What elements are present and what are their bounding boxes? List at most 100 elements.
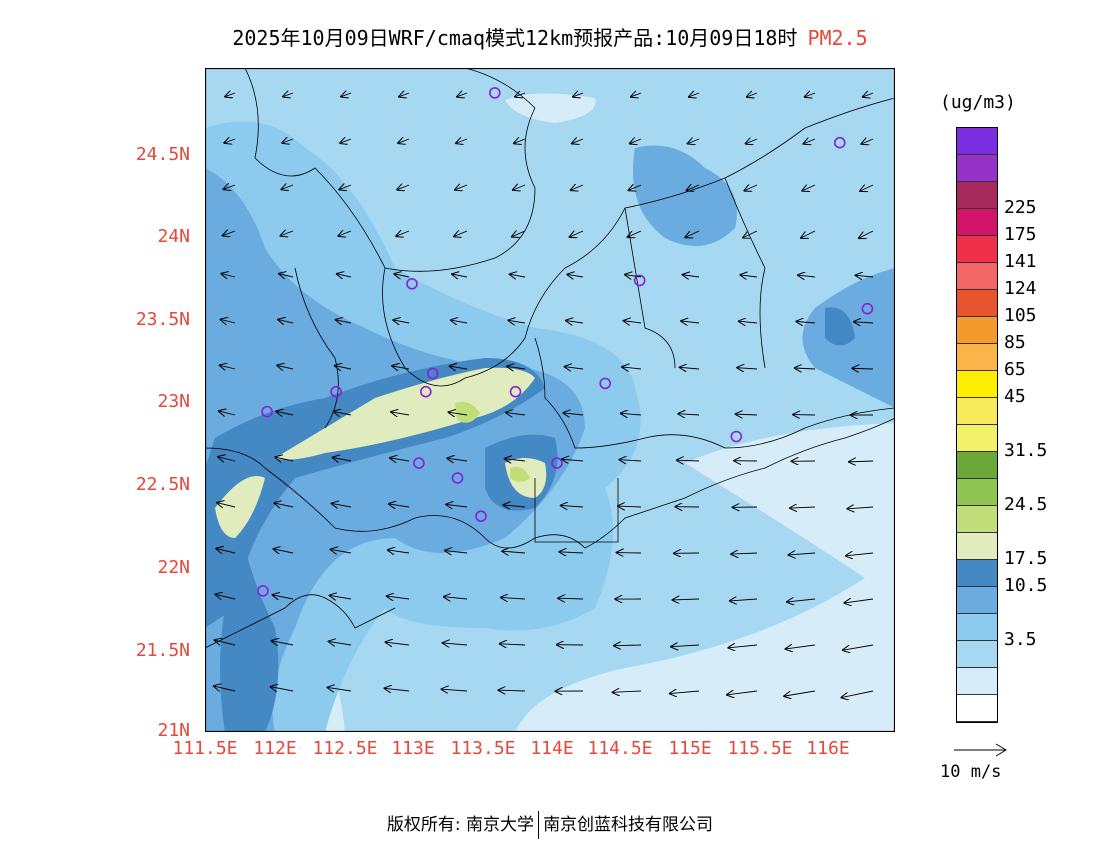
colorbar-segment [957, 587, 997, 614]
wind-arrow [503, 505, 526, 507]
wind-arrow [566, 321, 584, 323]
colorbar-segment [957, 560, 997, 587]
title-variable: PM2.5 [807, 26, 868, 50]
monitoring-stations [257, 87, 874, 597]
station-marker [330, 385, 342, 398]
wind-arrow [687, 185, 700, 190]
wind-arrow [631, 93, 642, 97]
wind-arrow [688, 139, 700, 144]
title-text: 2025年10月09日WRF/cmaq模式12km预报产品:10月09日18时 [232, 26, 798, 50]
wind-arrow [670, 691, 700, 694]
wind-arrow [685, 230, 700, 237]
field-high-west [205, 358, 545, 628]
wind-arrow [217, 503, 236, 507]
wind-arrow [786, 645, 816, 649]
field-elevated-north [633, 145, 737, 246]
wind-arrow [727, 691, 758, 695]
wind-arrow [790, 507, 816, 508]
wind-arrow [215, 640, 236, 645]
wind-arrow [859, 230, 874, 238]
colorbar [956, 127, 998, 723]
wind-arrow [335, 366, 352, 369]
wind-arrow [385, 688, 410, 691]
wind-arrow [221, 274, 236, 277]
colorbar-segment [957, 668, 997, 695]
wind-arrow [500, 644, 526, 645]
colorbar-segment [957, 290, 997, 317]
colorbar-label: 225 [1004, 197, 1037, 218]
wind-arrow [339, 185, 352, 190]
wind-arrow [449, 412, 468, 415]
wind-arrow [281, 185, 294, 189]
colorbar-label: 3.5 [1004, 629, 1037, 650]
chart-title: 2025年10月09日WRF/cmaq模式12km预报产品:10月09日18时 P… [0, 22, 1100, 51]
wind-arrow [630, 139, 642, 144]
wind-arrow [796, 322, 816, 323]
wind-arrow [338, 231, 352, 236]
wind-arrow [739, 321, 758, 323]
station-marker [730, 430, 743, 443]
colorbar-segment [957, 344, 997, 371]
wind-arrow [843, 644, 874, 650]
wind-arrow [224, 139, 236, 143]
wind-arrow [216, 549, 236, 553]
colorbar-segment [957, 155, 997, 182]
colorbar-segment [957, 209, 997, 236]
wind-arrow [621, 413, 642, 415]
wind-arrow [513, 185, 526, 190]
station-marker [420, 385, 432, 398]
wind-arrow [624, 321, 642, 323]
x-tick-label: 112E [253, 738, 297, 759]
wind-arrow [558, 598, 584, 599]
wind-arrow [804, 139, 816, 144]
wind-arrow [392, 366, 410, 369]
field-peak-core-2 [510, 466, 530, 482]
wind-arrow [501, 597, 526, 599]
wind-arrow [336, 320, 352, 323]
wind-arrow [454, 231, 468, 236]
colorbar-segment [957, 695, 997, 722]
wind-arrow [221, 319, 236, 323]
colorbar-label: 31.5 [1004, 440, 1048, 461]
wind-arrow [447, 458, 468, 461]
station-marker [475, 510, 487, 523]
map-panel [205, 68, 895, 732]
y-tick-label: 24N [157, 226, 190, 247]
wind-arrow [443, 643, 468, 645]
wind-arrow [731, 553, 758, 554]
field-clean-sea [515, 423, 895, 732]
wind-arrow [846, 553, 874, 556]
field-peak-west [215, 476, 265, 538]
wind-arrow [224, 185, 236, 189]
wind-vectors [214, 93, 874, 698]
colorbar-label: 17.5 [1004, 548, 1048, 569]
wind-arrow [328, 687, 352, 691]
station-marker [861, 302, 874, 315]
wind-arrow [390, 458, 410, 461]
wind-arrow [329, 641, 352, 645]
colorbar-segment [957, 506, 997, 533]
wind-arrow [506, 413, 526, 415]
wind-arrow [281, 231, 294, 236]
wind-arrow [333, 458, 352, 461]
wind-arrow [445, 551, 468, 553]
field-high-east [825, 307, 855, 346]
wind-arrow [331, 549, 352, 553]
field-peak-band [275, 367, 535, 460]
wind-arrow [678, 414, 700, 415]
wind-arrow [279, 274, 294, 277]
field-high-sw [220, 548, 279, 732]
wind-arrow [508, 320, 526, 323]
x-tick-label: 113.5E [450, 738, 516, 759]
x-tick-label: 113E [391, 738, 435, 759]
wind-arrow [689, 93, 700, 97]
wind-arrow [394, 274, 410, 277]
wind-arrow [283, 93, 294, 97]
wind-arrow [747, 93, 758, 97]
station-marker [406, 278, 418, 290]
wind-arrow [614, 645, 642, 646]
footer: 版权所有: 南京大学 南京创蓝科技有限公司 [0, 810, 1100, 839]
wind-arrow [673, 599, 700, 600]
station-marker [488, 87, 501, 99]
wind-arrow [442, 689, 468, 691]
